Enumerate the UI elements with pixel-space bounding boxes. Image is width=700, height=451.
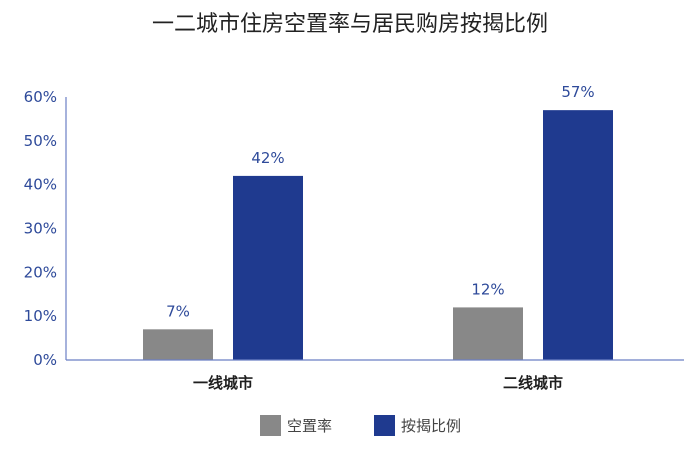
- legend-label: 空置率: [287, 417, 332, 435]
- category-labels: 一线城市 二线城市: [193, 374, 563, 392]
- legend-swatch: [374, 415, 395, 436]
- bar-vacancy-1: [453, 307, 523, 360]
- data-label: 42%: [251, 149, 284, 167]
- category-label: 一线城市: [193, 374, 253, 392]
- legend-swatch: [260, 415, 281, 436]
- y-tick-label: 20%: [24, 263, 57, 281]
- category-label: 二线城市: [503, 374, 563, 392]
- bar-mortgage-1: [543, 110, 613, 361]
- legend-label: 按揭比例: [401, 417, 461, 435]
- bar-mortgage-0: [233, 175, 303, 360]
- y-tick-label: 10%: [24, 307, 57, 325]
- chart-title: 一二城市住房空置率与居民购房按揭比例: [152, 12, 548, 37]
- bar-vacancy-0: [143, 329, 213, 360]
- y-tick-label: 40%: [24, 176, 57, 194]
- y-tick-label: 60%: [24, 88, 57, 106]
- data-labels: 7% 42% 12% 57%: [166, 83, 595, 320]
- y-tick-label: 30%: [24, 220, 57, 238]
- y-tick-label: 0%: [33, 351, 57, 369]
- legend: 空置率 按揭比例: [260, 415, 461, 436]
- data-label: 57%: [561, 83, 594, 101]
- data-label: 7%: [166, 302, 190, 320]
- bars: [143, 110, 613, 361]
- data-label: 12%: [471, 280, 504, 298]
- y-tick-label: 50%: [24, 132, 57, 150]
- y-axis-ticks: 0% 10% 20% 30% 40% 50% 60%: [24, 88, 57, 369]
